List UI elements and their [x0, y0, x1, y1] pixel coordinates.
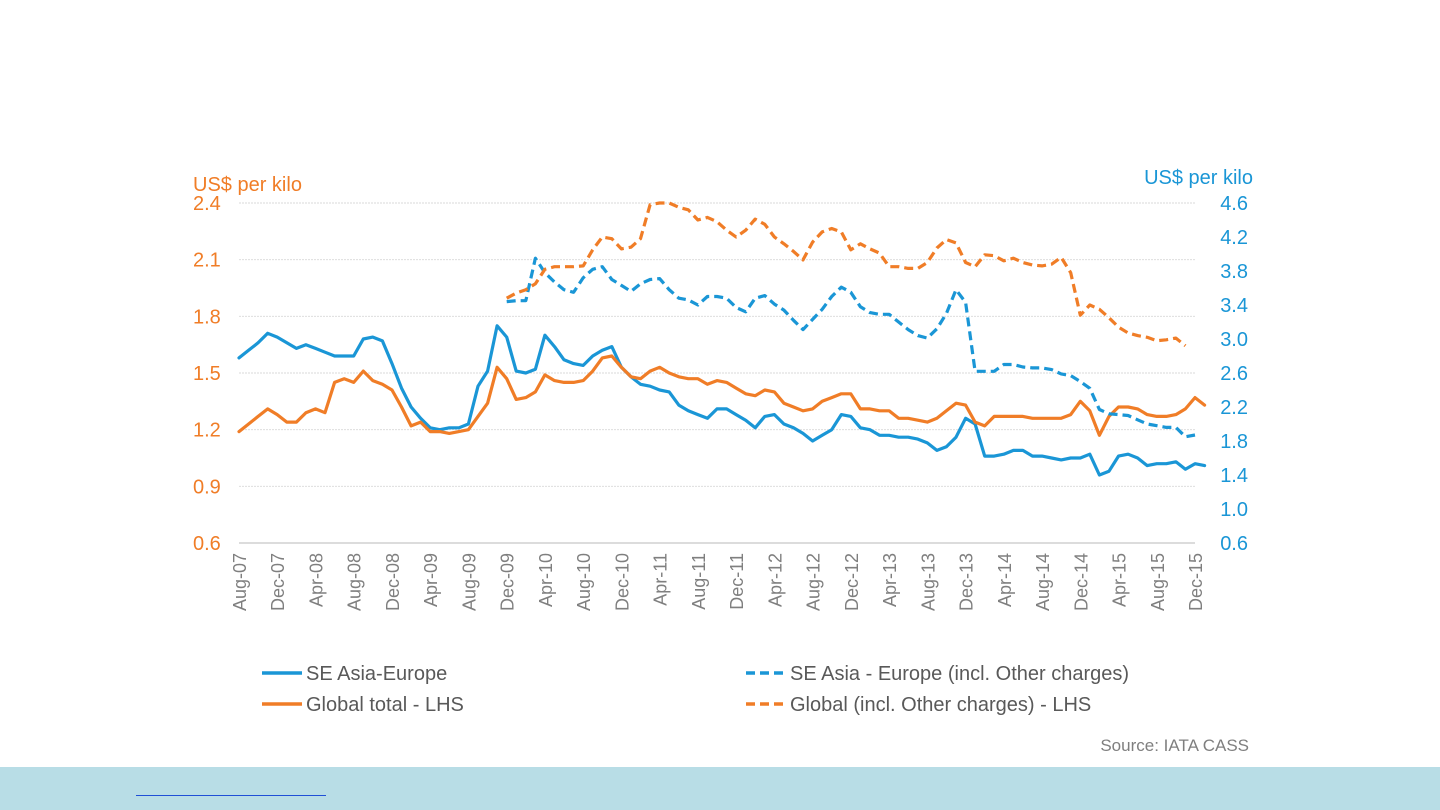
x-tick-label: Dec-13 — [957, 553, 977, 611]
x-tick-label: Aug-13 — [918, 553, 938, 611]
legend-label: Global total - LHS — [306, 694, 464, 716]
right-tick-label: 1.0 — [1220, 499, 1248, 521]
x-tick-label: Dec-12 — [842, 553, 862, 611]
left-axis-title: US$ per kilo — [193, 174, 302, 196]
source-note: Source: IATA CASS — [1100, 736, 1249, 755]
x-tick-label: Apr-11 — [651, 553, 671, 606]
series-line-3 — [506, 256, 1196, 439]
x-tick-label: Aug-07 — [230, 553, 250, 611]
left-tick-label: 2.1 — [193, 250, 221, 272]
series-lines — [237, 201, 1207, 477]
legend-label: SE Asia - Europe (incl. Other charges) — [790, 663, 1129, 685]
right-tick-label: 2.6 — [1220, 363, 1248, 385]
x-tick-label: Aug-08 — [345, 553, 365, 611]
x-tick-label: Apr-09 — [421, 553, 441, 607]
left-axis-ticks: 0.6 0.9 1.2 1.5 1.8 2.1 2.4 — [193, 193, 221, 555]
footer-link[interactable] — [136, 795, 326, 796]
x-tick-label: Aug-10 — [574, 553, 594, 611]
left-tick-label: 1.8 — [193, 306, 221, 328]
x-tick-label: Dec-11 — [727, 553, 747, 610]
x-tick-label: Apr-14 — [995, 553, 1015, 607]
series-line-2 — [237, 354, 1207, 437]
x-tick-label: Apr-15 — [1110, 553, 1130, 607]
x-tick-label: Dec-08 — [383, 553, 403, 611]
left-tick-label: 2.4 — [193, 193, 221, 215]
right-tick-label: 3.4 — [1220, 295, 1248, 317]
x-tick-label: Aug-14 — [1033, 553, 1053, 611]
right-tick-label: 3.0 — [1220, 329, 1248, 351]
left-tick-label: 1.5 — [193, 363, 221, 385]
right-tick-label: 0.6 — [1220, 533, 1248, 555]
x-tick-label: Aug-15 — [1148, 553, 1168, 611]
x-axis-ticks: Aug-07 Dec-07 Apr-08 Aug-08 Dec-08 Apr-09 Aug-… — [230, 553, 1206, 611]
legend: SE Asia-Europe Global total - LHS SE Asia … — [262, 663, 1129, 716]
legend-label: SE Asia-Europe — [306, 663, 447, 685]
footer-band — [0, 767, 1440, 810]
left-tick-label: 1.2 — [193, 420, 221, 442]
right-tick-label: 4.2 — [1220, 227, 1248, 249]
horizontal-gridlines — [239, 202, 1195, 544]
x-tick-label: Aug-11 — [689, 553, 709, 610]
right-tick-label: 3.8 — [1220, 261, 1248, 283]
legend-label: Global (incl. Other charges) - LHS — [790, 694, 1091, 716]
x-tick-label: Apr-08 — [306, 553, 326, 607]
x-tick-label: Apr-13 — [880, 553, 900, 607]
x-tick-label: Dec-10 — [612, 553, 632, 611]
right-tick-label: 1.4 — [1220, 465, 1248, 487]
right-axis-ticks: 0.6 1.0 1.4 1.8 2.2 2.6 3.0 3.4 3.8 4.2 4.6 — [1220, 193, 1248, 555]
x-tick-label: Aug-09 — [459, 553, 479, 611]
right-tick-label: 2.2 — [1220, 397, 1248, 419]
left-tick-label: 0.9 — [193, 476, 221, 498]
x-tick-label: Dec-09 — [498, 553, 518, 611]
left-tick-label: 0.6 — [193, 533, 221, 555]
x-tick-label: Dec-07 — [268, 553, 288, 611]
x-tick-label: Apr-10 — [536, 553, 556, 607]
x-tick-label: Dec-14 — [1071, 553, 1091, 611]
right-tick-label: 1.8 — [1220, 431, 1248, 453]
x-tick-label: Dec-15 — [1186, 553, 1206, 611]
series-line-4 — [505, 201, 1187, 348]
right-axis-title: US$ per kilo — [1144, 167, 1253, 189]
x-tick-label: Aug-12 — [804, 553, 824, 611]
series-line-1 — [237, 324, 1207, 477]
x-tick-label: Apr-12 — [765, 553, 785, 607]
right-tick-label: 4.6 — [1220, 193, 1248, 215]
